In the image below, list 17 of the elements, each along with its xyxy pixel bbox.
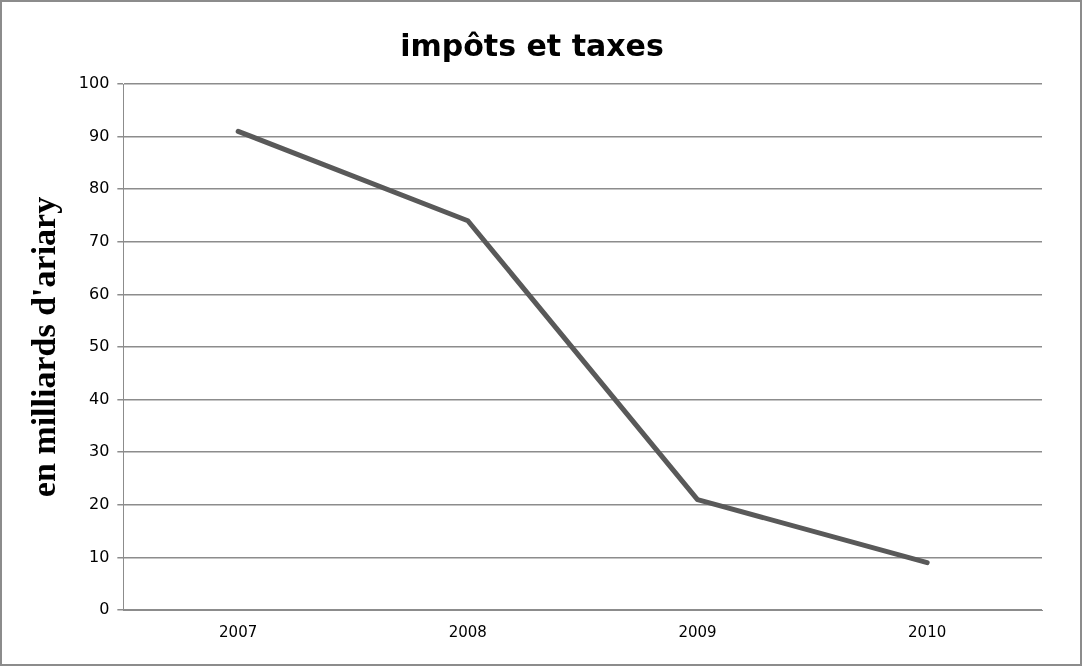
x-tick-label: 2009 xyxy=(678,622,717,641)
y-axis-title: en milliards d'ariary xyxy=(25,196,63,498)
y-tick-label: 60 xyxy=(88,283,110,303)
y-tick-label: 20 xyxy=(88,493,110,513)
x-tick-label: 2010 xyxy=(908,622,947,641)
y-tick-label: 0 xyxy=(99,599,110,619)
x-tick-label: 2007 xyxy=(219,622,258,641)
y-tick-label: 90 xyxy=(88,125,110,145)
y-tick-label: 70 xyxy=(88,230,110,250)
chart-title: impôts et taxes xyxy=(400,27,664,63)
y-tick-label: 30 xyxy=(88,441,110,461)
y-tick-label: 10 xyxy=(88,546,110,566)
y-tick-label: 100 xyxy=(78,73,110,93)
x-tick-label: 2008 xyxy=(448,622,487,641)
y-tick-label: 40 xyxy=(88,388,110,408)
y-tick-label: 50 xyxy=(88,336,110,356)
y-tick-label: 80 xyxy=(88,178,110,198)
